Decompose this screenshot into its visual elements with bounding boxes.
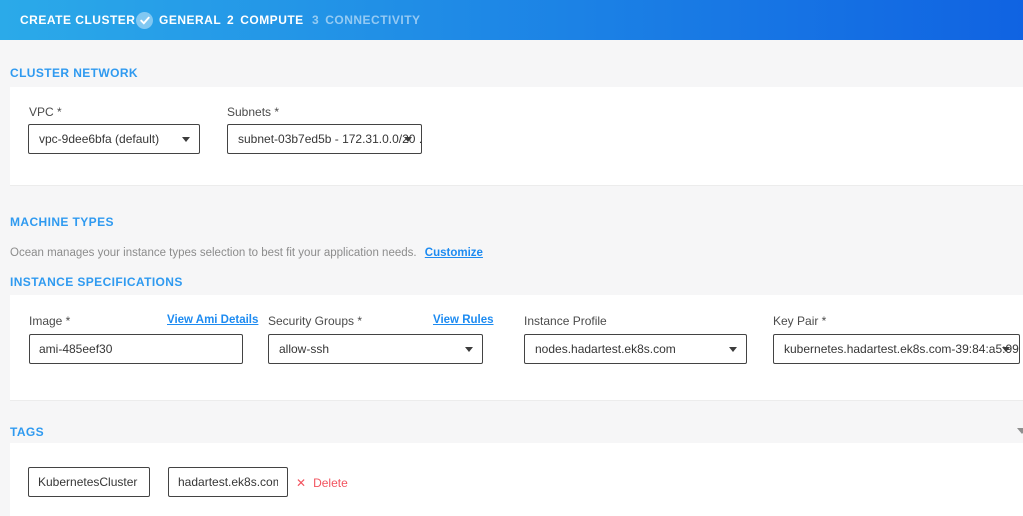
tag-value-input[interactable]: [168, 467, 288, 497]
chevron-down-icon: [404, 137, 412, 142]
tag-key-input[interactable]: [28, 467, 150, 497]
step-label: GENERAL: [159, 13, 222, 27]
tab-connectivity[interactable]: 3 CONNECTIVITY: [312, 0, 421, 40]
vpc-select[interactable]: vpc-9dee6bfa (default): [28, 124, 200, 154]
subnets-label: Subnets *: [227, 105, 280, 119]
section-collapse-icon[interactable]: [1017, 428, 1023, 434]
chevron-down-icon: [465, 347, 473, 352]
delete-tag-label: Delete: [313, 476, 348, 490]
security-groups-selected-value: allow-ssh: [279, 342, 330, 356]
tab-compute[interactable]: 2 COMPUTE: [227, 0, 304, 40]
step-label: COMPUTE: [240, 13, 304, 27]
delete-tag-button[interactable]: ✕ Delete: [296, 476, 348, 490]
security-groups-label: Security Groups *: [268, 314, 363, 328]
step-done-check-icon: [136, 11, 153, 29]
image-label: Image *: [29, 314, 71, 328]
tags-card: [10, 443, 1023, 516]
wizard-topbar: CREATE CLUSTER GENERAL 2 COMPUTE 3 CONNE…: [0, 0, 1023, 40]
key-pair-select[interactable]: kubernetes.hadartest.ek8s.com-39:84:a5:9…: [773, 334, 1020, 364]
chevron-down-icon: [182, 137, 190, 142]
section-title-instance-specifications: INSTANCE SPECIFICATIONS: [10, 275, 183, 289]
view-rules-link[interactable]: View Rules: [433, 314, 494, 326]
vpc-label: VPC *: [29, 105, 62, 119]
delete-x-icon: ✕: [296, 476, 307, 490]
section-title-tags: TAGS: [10, 425, 45, 439]
step-number: 2: [227, 13, 235, 27]
customize-link[interactable]: Customize: [424, 247, 483, 259]
key-pair-label: Key Pair *: [773, 314, 827, 328]
image-input[interactable]: [29, 334, 243, 364]
security-groups-select[interactable]: allow-ssh: [268, 334, 483, 364]
machine-types-text: Ocean manages your instance types select…: [10, 247, 417, 259]
step-number: 3: [312, 13, 320, 27]
section-title-machine-types: MACHINE TYPES: [10, 215, 114, 229]
instance-profile-label: Instance Profile: [524, 314, 607, 328]
tab-general[interactable]: GENERAL: [136, 0, 221, 40]
page-title: CREATE CLUSTER: [20, 13, 136, 27]
key-pair-selected-value: kubernetes.hadartest.ek8s.com-39:84:a5:9…: [784, 342, 1019, 356]
view-ami-details-link[interactable]: View Ami Details: [167, 314, 259, 326]
section-title-cluster-network: CLUSTER NETWORK: [10, 66, 138, 80]
step-label: CONNECTIVITY: [325, 13, 421, 27]
subnets-select[interactable]: subnet-03b7ed5b - 172.31.0.0/20 ...: [227, 124, 422, 154]
subnets-selected-value: subnet-03b7ed5b - 172.31.0.0/20 ...: [238, 132, 421, 146]
machine-types-description: Ocean manages your instance types select…: [10, 247, 483, 259]
instance-profile-select[interactable]: nodes.hadartest.ek8s.com: [524, 334, 747, 364]
instance-profile-selected-value: nodes.hadartest.ek8s.com: [535, 342, 676, 356]
vpc-selected-value: vpc-9dee6bfa (default): [39, 132, 160, 146]
chevron-down-icon: [1002, 347, 1010, 352]
chevron-down-icon: [729, 347, 737, 352]
